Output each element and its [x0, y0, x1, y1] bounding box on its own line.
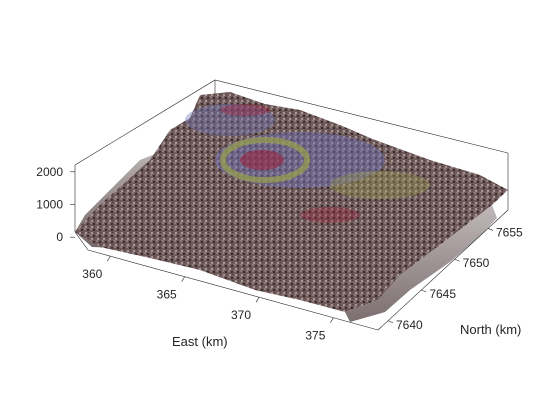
y-tick	[454, 258, 460, 262]
y-tick	[487, 228, 494, 231]
axes-front-edges	[74, 209, 509, 331]
z-tick-label: 1000	[36, 198, 63, 212]
y-tick	[421, 289, 427, 293]
y-tick-label: 7650	[463, 256, 490, 270]
highlight-red-region	[240, 150, 284, 170]
x-tick	[255, 297, 260, 303]
x-tick-label: 375	[305, 329, 325, 343]
terrain-top	[75, 92, 508, 312]
highlight-blue-region	[185, 104, 275, 136]
z-axis: 0 1000 2000	[36, 165, 75, 244]
highlight-red-region	[220, 104, 270, 116]
z-tick-label: 2000	[36, 165, 63, 179]
x-axis-label: East (km)	[172, 334, 228, 349]
x-tick	[330, 317, 334, 323]
x-tick	[107, 255, 111, 262]
y-axis-label: North (km)	[460, 322, 521, 337]
terrain-right-face	[345, 205, 497, 322]
x-axis: 360 365 370 375	[82, 255, 334, 343]
y-tick-label: 7655	[496, 225, 523, 239]
highlight-olive-ring	[220, 137, 310, 183]
y-tick	[387, 320, 394, 324]
y-tick-label: 7645	[429, 287, 456, 301]
x-tick-label: 370	[231, 308, 251, 322]
x-tick-label: 365	[157, 288, 177, 302]
highlight-red-region	[300, 207, 360, 223]
z-tick-label: 0	[56, 230, 63, 244]
terrain-surface	[75, 92, 508, 322]
y-tick-label: 7640	[396, 318, 423, 332]
highlight-olive-region	[330, 171, 430, 199]
x-tick	[181, 276, 185, 282]
highlight-blue-region	[215, 132, 385, 188]
y-axis: 7640 7645 7650 7655	[387, 225, 523, 332]
x-tick-label: 360	[82, 267, 102, 281]
